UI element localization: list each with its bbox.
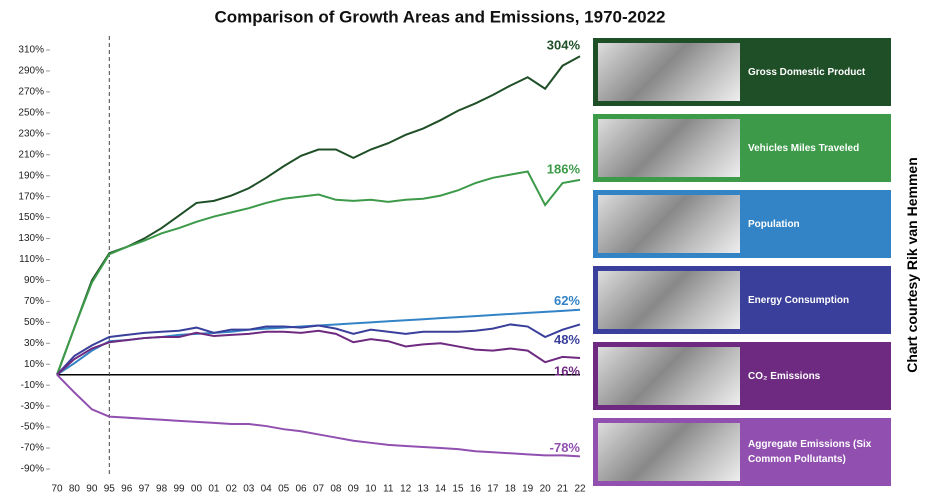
legend-image xyxy=(598,43,740,101)
y-tick-label: 150% xyxy=(18,212,44,223)
x-tick-label: 09 xyxy=(348,484,360,495)
y-tick-label: -90% xyxy=(21,464,44,475)
y-tick-label: 190% xyxy=(18,170,44,181)
x-tick-label: 01 xyxy=(208,484,220,495)
x-tick-label: 98 xyxy=(156,484,168,495)
x-tick-label: 80 xyxy=(69,484,81,495)
x-tick-label: 06 xyxy=(296,484,308,495)
legend-panel: Population xyxy=(593,190,891,258)
y-tick-label: -10% xyxy=(21,380,44,391)
legend-panel: CO₂ Emissions xyxy=(593,342,891,410)
x-tick-label: 03 xyxy=(243,484,255,495)
y-tick-label: 110% xyxy=(19,254,44,265)
y-tick-label: 290% xyxy=(18,66,44,77)
value-label: 16% xyxy=(554,363,580,378)
legend-panel: Gross Domestic Product xyxy=(593,38,891,106)
series-line xyxy=(56,170,581,376)
y-tick-label: 170% xyxy=(18,191,44,202)
x-tick-label: 08 xyxy=(330,484,342,495)
legend-label: CO₂ Emissions xyxy=(748,370,821,382)
y-tick-label: 30% xyxy=(24,338,44,349)
legend-label: Aggregate Emissions (Six Common Pollutan… xyxy=(748,439,872,465)
x-tick-label: 15 xyxy=(452,484,464,495)
legend-image xyxy=(598,195,740,253)
legend-image xyxy=(598,271,740,329)
y-tick-label: 50% xyxy=(24,317,44,328)
y-tick-label: 230% xyxy=(18,128,44,139)
x-tick-label: 22 xyxy=(574,484,586,495)
x-tick-label: 18 xyxy=(505,484,517,495)
y-tick-label: -30% xyxy=(21,401,44,412)
x-tick-label: 13 xyxy=(418,484,430,495)
legend-label: Vehicles Miles Traveled xyxy=(748,142,860,154)
x-tick-label: 12 xyxy=(400,484,412,495)
value-label: 186% xyxy=(547,161,581,176)
value-label: -78% xyxy=(550,440,581,455)
y-tick-label: -50% xyxy=(21,422,44,433)
credit: Chart courtesy Rik van Hemmen xyxy=(904,157,920,373)
x-tick-label: 14 xyxy=(435,484,447,495)
y-tick-label: 250% xyxy=(18,107,44,118)
x-tick-label: 70 xyxy=(51,484,63,495)
chart-title: Comparison of Growth Areas and Emissions… xyxy=(215,7,666,26)
x-tick-label: 16 xyxy=(470,484,482,495)
x-tick-label: 00 xyxy=(191,484,203,495)
value-label: 48% xyxy=(554,332,580,347)
y-tick-label: 210% xyxy=(18,149,44,160)
legend-image xyxy=(598,347,740,405)
x-tick-label: 90 xyxy=(86,484,98,495)
x-tick-label: 19 xyxy=(522,484,534,495)
y-tick-label: -70% xyxy=(21,443,44,454)
series-line xyxy=(56,323,581,376)
x-tick-label: 02 xyxy=(226,484,238,495)
y-tick-label: 270% xyxy=(18,87,44,98)
value-label: 304% xyxy=(547,38,581,53)
legend-panel: Aggregate Emissions (Six Common Pollutan… xyxy=(593,418,891,486)
x-tick-label: 97 xyxy=(139,484,151,495)
x-tick-label: 21 xyxy=(557,484,569,495)
series-line xyxy=(56,55,581,376)
value-label: 62% xyxy=(554,293,580,308)
x-tick-label: 96 xyxy=(121,484,133,495)
x-tick-label: 20 xyxy=(540,484,552,495)
legend-panel: Energy Consumption xyxy=(593,266,891,334)
y-tick-label: 130% xyxy=(18,233,44,244)
legend-label: Gross Domestic Product xyxy=(748,66,866,78)
x-tick-label: 99 xyxy=(173,484,185,495)
x-tick-label: 95 xyxy=(104,484,116,495)
series-line xyxy=(56,308,581,376)
x-tick-label: 10 xyxy=(365,484,377,495)
x-tick-label: 17 xyxy=(487,484,499,495)
legend-panel: Vehicles Miles Traveled xyxy=(593,114,891,182)
series-line xyxy=(56,329,581,376)
y-tick-label: 310% xyxy=(18,45,44,56)
y-tick-label: 10% xyxy=(24,359,44,370)
legend-image xyxy=(598,423,740,481)
x-tick-label: 04 xyxy=(261,484,273,495)
legend-label: Energy Consumption xyxy=(748,294,850,306)
x-tick-label: 11 xyxy=(383,484,394,495)
x-tick-label: 05 xyxy=(278,484,290,495)
series-line xyxy=(56,374,581,458)
y-tick-label: 70% xyxy=(24,296,44,307)
legend-image xyxy=(598,119,740,177)
y-tick-label: 90% xyxy=(24,275,44,286)
legend-label: Population xyxy=(748,218,800,230)
x-tick-label: 07 xyxy=(313,484,325,495)
